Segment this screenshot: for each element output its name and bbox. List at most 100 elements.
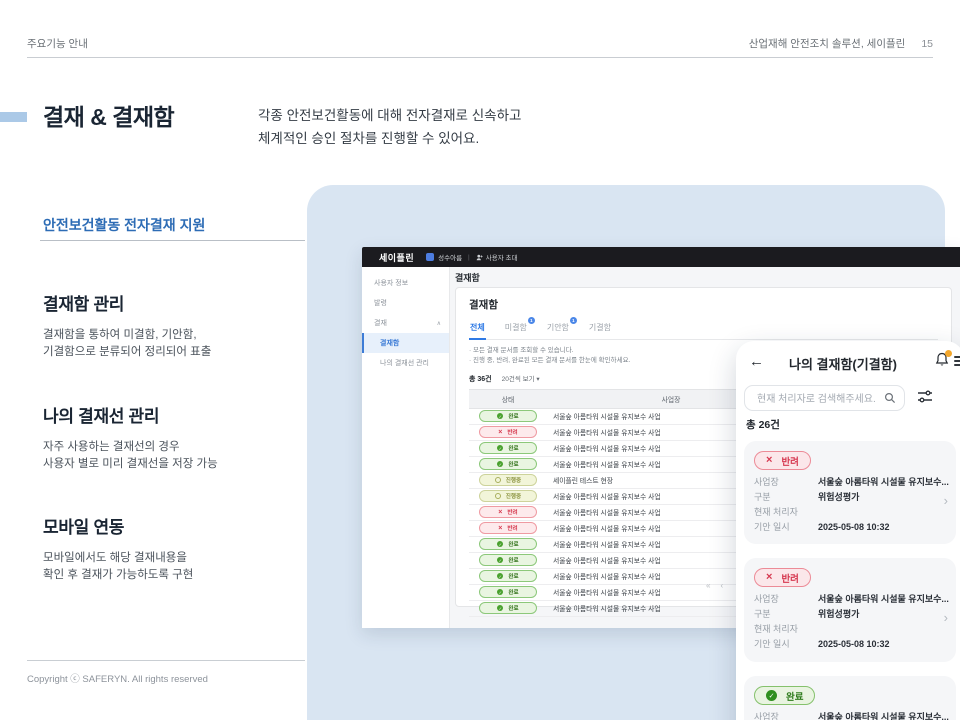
status-cell: ✓ 완료 [469,584,547,601]
mobile-field-label: 사업장 [754,477,779,487]
feature-body-line: 자주 사용하는 결재선의 경우 [43,440,180,453]
sidebar-item[interactable]: 나의 결재선 관리 [362,353,449,373]
list-meta: 총 36건 20건씩 보기 ▾ [469,373,938,384]
status-label: 반려 [507,430,518,437]
sidebar-item-label: 사용자 정보 [374,280,409,287]
mobile-field-label: 구분 [754,609,771,620]
mobile-field-row: 사업장 서울숲 아롬타워 시설물 유지보수... [754,477,949,487]
pagination-icon[interactable]: ‹ [720,581,724,590]
status-pill: 진행중 [479,474,537,487]
mobile-field-label: 기안 일시 [754,638,790,649]
approval-box-card: 결재함 전체 미결함 1 기안함 1 기결함 · 모든 결재 문서를 조회할 수 있습니다… [455,287,952,617]
site-cell: 서울숲 아롬타워 시설물 유지보수 사업 [547,584,795,601]
site-cell: 서울숲 아롬타워 시설물 유지보수 사업 [547,488,795,505]
tab-기안함[interactable]: 기안함 1 [546,317,577,339]
note-line: · 진행 중, 반려, 완료된 모든 결재 문서를 한눈에 확인하세요. [469,357,631,365]
mobile-total-count: 총 26건 [746,419,780,431]
magnifier-icon [884,392,896,404]
sidebar-item-label: 결재함 [380,340,400,347]
mobile-field-label: 사업장 [754,712,779,720]
status-label: 완료 [508,542,519,549]
mobile-field-value: 2025-05-08 10:32 [818,521,890,532]
mobile-title: 나의 결재함(기결함) [789,357,897,372]
sidebar-item-label: 결재 [374,320,387,327]
progress-circle-icon [494,477,501,484]
page-size-select[interactable]: 20건씩 보기 ▾ [501,375,540,383]
mobile-field-label: 기안 일시 [754,521,790,532]
site-cell: 서울숲 아롬타워 시설물 유지보수 사업 [547,408,795,425]
feature-section: 결재함 관리 결재함을 통하여 미결함, 기안함, 기결함으로 분류되어 정리되어 … [43,290,293,362]
status-label: 완료 [508,414,519,421]
status-cell: ✓ 완료 [469,536,547,553]
status-label: 반려 [507,510,518,517]
mobile-field-row: 기안 일시 2025-05-08 10:32 [754,522,946,532]
webapp-topbar: 세이플린 성수아름 | 사용자 초대 [362,247,960,267]
mobile-field-value: 서울숲 아롬타워 시설물 유지보수... [818,477,949,487]
invite-user-label: 사용자 초대 [485,255,518,262]
x-icon: × [498,428,503,436]
status-pill: ✓ 완료 [479,458,537,471]
status-label: 완료 [508,462,519,469]
sidebar-item-label: 나의 결재선 관리 [380,360,429,367]
status-cell: × 반려 [469,424,547,441]
slide-header-right: 산업재해 안전조치 솔루션, 세이플린 15 [749,36,933,51]
status-label: 진행중 [505,494,522,501]
mobile-field-value: 서울숲 아롬타워 시설물 유지보수... [818,594,949,605]
slide-header-right-text: 산업재해 안전조치 솔루션, 세이플린 [748,38,906,50]
tab-미결함[interactable]: 미결함 1 [504,317,535,339]
sidebar-item[interactable]: 결재 ∧ [362,313,449,333]
back-arrow-icon[interactable]: ← [749,353,764,370]
pagination-icon[interactable]: « [706,581,711,590]
tab-badge: 1 [527,317,535,324]
status-cell: ✓ 완료 [469,408,547,425]
invite-user-button[interactable]: 사용자 초대 [476,252,518,262]
sidebar-item[interactable]: 결재함 [362,333,449,353]
status-cell: ✓ 완료 [469,552,547,569]
check-circle-icon: ✓ [766,690,777,702]
sliders-icon[interactable] [917,389,933,409]
approval-notes: · 모든 결재 문서를 조회할 수 있습니다. · 진행 중, 반려, 완료된 모… [469,346,938,367]
site-cell: 서울숲 아롬타워 시설물 유지보수 사업 [547,520,795,537]
feature-body-line: 확인 후 결재가 가능하도록 구현 [43,569,194,582]
mobile-field-row: 사업장 서울숲 아롬타워 시설물 유지보수... [754,594,949,605]
x-icon: × [766,571,773,584]
sidebar-item[interactable]: 발령 [362,293,449,313]
mobile-approval-card[interactable]: × 반려 사업장 서울숲 아롬타워 시설물 유지보수... 구분 위험성평가 현재 처리자 기… [744,441,956,545]
feature-body-line: 모바일에서도 해당 결재내용을 [43,552,187,564]
status-label: 진행중 [505,478,522,485]
status-pill: ✓ 완료 [479,538,537,551]
hamburger-icon[interactable] [954,356,960,366]
mobile-approval-card[interactable]: × 반려 사업장 서울숲 아롬타워 시설물 유지보수... 구분 위험성평가 현재 처리자 기… [744,558,956,662]
feature-heading: 결재함 관리 [43,295,125,314]
mobile-status-label: 완료 [786,691,804,703]
sidebar-item[interactable]: 사용자 정보 [362,273,449,293]
bell-icon[interactable] [935,350,952,368]
mobile-status-pill: × 반려 [754,568,811,588]
chevron-right-icon: › [943,610,948,626]
feature-body-line: 사용자 별로 미리 결재선을 저장 가능 [43,457,218,470]
eyebrow-divider [40,240,305,241]
slide-sections: 결재함 관리 결재함을 통하여 미결함, 기안함, 기결함으로 분류되어 정리되어 … [43,290,293,625]
status-pill: × 반려 [479,522,537,535]
site-cell: 서울숲 아롬타워 시설물 유지보수 사업 [547,424,795,441]
status-cell: ✓ 완료 [469,440,547,457]
tab-기결함[interactable]: 기결함 [588,323,612,332]
mobile-field-row: 기안 일시 2025-05-08 10:32 [754,639,946,649]
status-cell: × 반려 [469,504,547,521]
search-input[interactable] [755,386,879,412]
person-plus-icon [476,254,483,260]
progress-circle-icon [494,493,501,500]
status-cell: 진행중 [469,488,547,505]
check-circle-icon: ✓ [497,605,504,612]
chevron-right-icon: › [943,493,948,508]
tab-전체[interactable]: 전체 [469,319,486,340]
site-cell: 서울숲 아롬타워 시설물 유지보수 사업 [547,504,795,521]
status-pill: ✓ 완료 [479,554,537,567]
tab-badge: 1 [569,317,577,324]
mobile-field-row: 현재 처리자 [754,624,946,634]
status-cell: ✓ 완료 [469,600,547,617]
check-circle-icon: ✓ [497,445,504,452]
pagination: «‹ [706,581,723,590]
